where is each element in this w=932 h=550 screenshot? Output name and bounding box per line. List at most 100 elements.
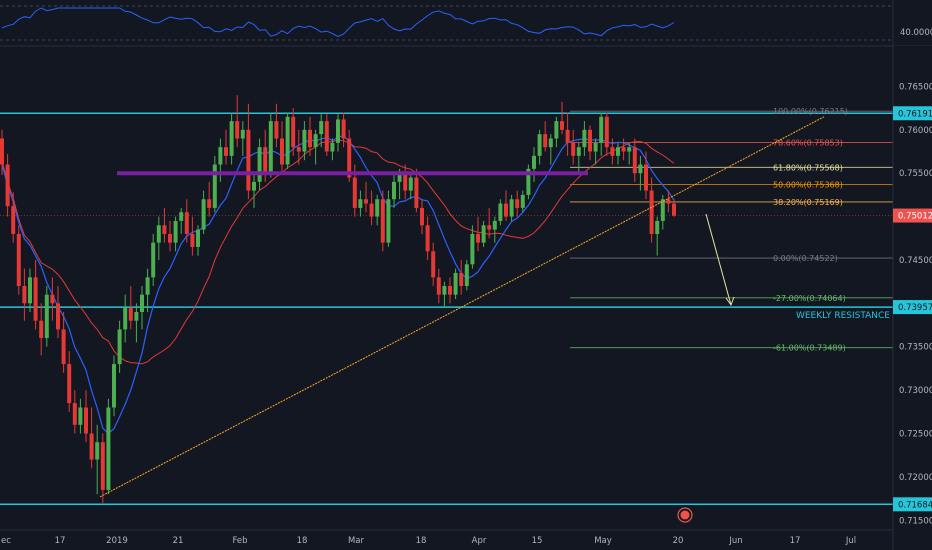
candle — [11, 192, 16, 243]
candle — [532, 147, 536, 182]
candle-body — [179, 212, 184, 221]
candle — [207, 181, 212, 217]
time-axis[interactable]: ec 17 2019 21 Feb 18 Mar 18 Apr 15 May 20 Jun 17 Jul — [0, 529, 893, 546]
candle — [5, 154, 10, 217]
candle-body — [588, 129, 592, 152]
candle-body — [380, 199, 385, 243]
time-tick-label: 15 — [532, 536, 543, 546]
candle — [128, 286, 133, 330]
candle — [336, 114, 340, 152]
candle — [442, 281, 447, 308]
candle-body — [324, 121, 329, 152]
candle — [610, 138, 615, 165]
fib-level-label: 50.00%(0.75368) — [773, 181, 843, 190]
candle-body — [162, 225, 167, 234]
candle-body — [140, 294, 144, 313]
fib-level-label: 61.80%(0.75568) — [773, 163, 843, 172]
candle — [22, 268, 27, 321]
candle-body — [319, 121, 324, 135]
candle — [481, 220, 486, 247]
ascending-trendline[interactable] — [99, 116, 825, 498]
candle-body — [0, 138, 4, 165]
time-tick-label: May — [594, 536, 612, 546]
candle — [565, 112, 570, 156]
time-tick-label: 17 — [55, 536, 66, 546]
candle — [100, 433, 105, 503]
candle-body — [61, 329, 66, 365]
candle-body — [420, 207, 424, 226]
candle-body — [16, 233, 21, 286]
price-axis[interactable]: 0.765000.760000.755000.750000.745000.740… — [892, 0, 932, 550]
candle-body — [660, 199, 665, 221]
candle — [448, 277, 452, 304]
candle-body — [67, 364, 72, 404]
candle — [173, 216, 178, 252]
candle — [145, 268, 150, 313]
candle-body — [565, 129, 570, 143]
candle — [184, 199, 189, 243]
candle-body — [543, 134, 548, 148]
candle — [425, 216, 430, 260]
candle-body — [11, 206, 16, 234]
candle-body — [576, 147, 581, 156]
candle-body — [386, 199, 391, 243]
candle-body — [537, 134, 542, 156]
candle-body — [487, 225, 492, 230]
candle-body — [375, 199, 380, 217]
candle — [576, 142, 581, 174]
event-marker[interactable] — [677, 507, 693, 523]
candle — [168, 220, 172, 252]
candle — [319, 114, 324, 148]
price-tag-background — [893, 106, 932, 121]
candle — [554, 116, 559, 148]
candle-body — [145, 277, 150, 295]
candle — [196, 225, 200, 256]
candle — [72, 390, 77, 434]
candle-body — [459, 272, 464, 286]
candle-body — [571, 142, 576, 156]
candle — [179, 207, 184, 234]
candle-body — [212, 164, 217, 208]
candle — [649, 177, 654, 243]
projection-arrow[interactable] — [705, 213, 732, 306]
candle-body — [481, 225, 486, 243]
candle-body — [106, 407, 111, 490]
indicator-background — [0, 0, 893, 46]
drawings[interactable] — [99, 116, 825, 523]
candle-body — [72, 403, 77, 425]
candle — [604, 112, 609, 156]
candle — [375, 194, 380, 226]
candle — [369, 190, 374, 226]
candle-body — [470, 233, 475, 265]
price-tag-background — [893, 497, 932, 512]
candle-body — [100, 442, 105, 490]
candle-body — [280, 138, 284, 165]
candle — [0, 129, 4, 175]
candle — [235, 95, 240, 148]
candle-body — [173, 220, 178, 243]
candle-body — [22, 286, 27, 304]
candle — [364, 181, 368, 213]
candle-body — [599, 116, 604, 143]
candle-body — [616, 147, 620, 156]
time-tick-label: ec — [1, 536, 11, 546]
candle-body — [196, 229, 200, 247]
candle — [330, 138, 335, 161]
candle-body — [672, 203, 676, 216]
candle-body — [621, 147, 626, 152]
time-tick-label: Feb — [232, 536, 247, 546]
time-tick-label: 2019 — [106, 536, 128, 546]
time-tick-label: 18 — [297, 536, 308, 546]
candle — [515, 190, 520, 217]
candle — [302, 121, 307, 161]
fibonacci-tool[interactable]: 100.00%(0.76215) 78.60%(0.75853) 61.80%(0.… — [570, 107, 893, 353]
candle-body — [408, 177, 413, 191]
fib-level-label: 0.00%(0.74522) — [773, 254, 838, 263]
candle — [621, 138, 626, 161]
candle — [16, 225, 21, 295]
candle-body — [627, 147, 632, 152]
candle-body — [84, 407, 88, 434]
price-tag-background — [893, 208, 932, 223]
candle — [470, 225, 475, 269]
candle — [341, 112, 346, 148]
